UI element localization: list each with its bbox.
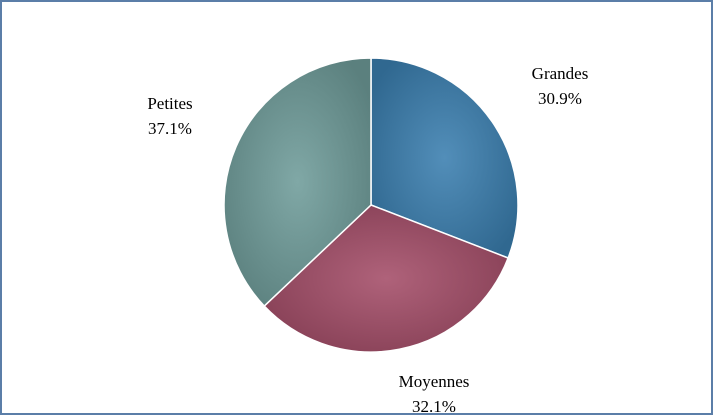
slice-label-grandes: Grandes — [532, 64, 589, 83]
pie-slices — [223, 57, 519, 353]
slice-label-petites: Petites — [147, 94, 192, 113]
slice-value-grandes: 30.9% — [538, 89, 582, 108]
pie-labels: Grandes 30.9% Moyennes 32.1% Petites 37.1% — [147, 64, 588, 416]
pie-slice-grandes — [370, 57, 519, 259]
pie-slice-petites — [223, 57, 372, 308]
slice-label-moyennes: Moyennes — [399, 372, 470, 391]
slice-value-petites: 37.1% — [148, 119, 192, 138]
pie-slice-moyennes — [263, 204, 510, 353]
slice-value-moyennes: 32.1% — [412, 397, 456, 416]
